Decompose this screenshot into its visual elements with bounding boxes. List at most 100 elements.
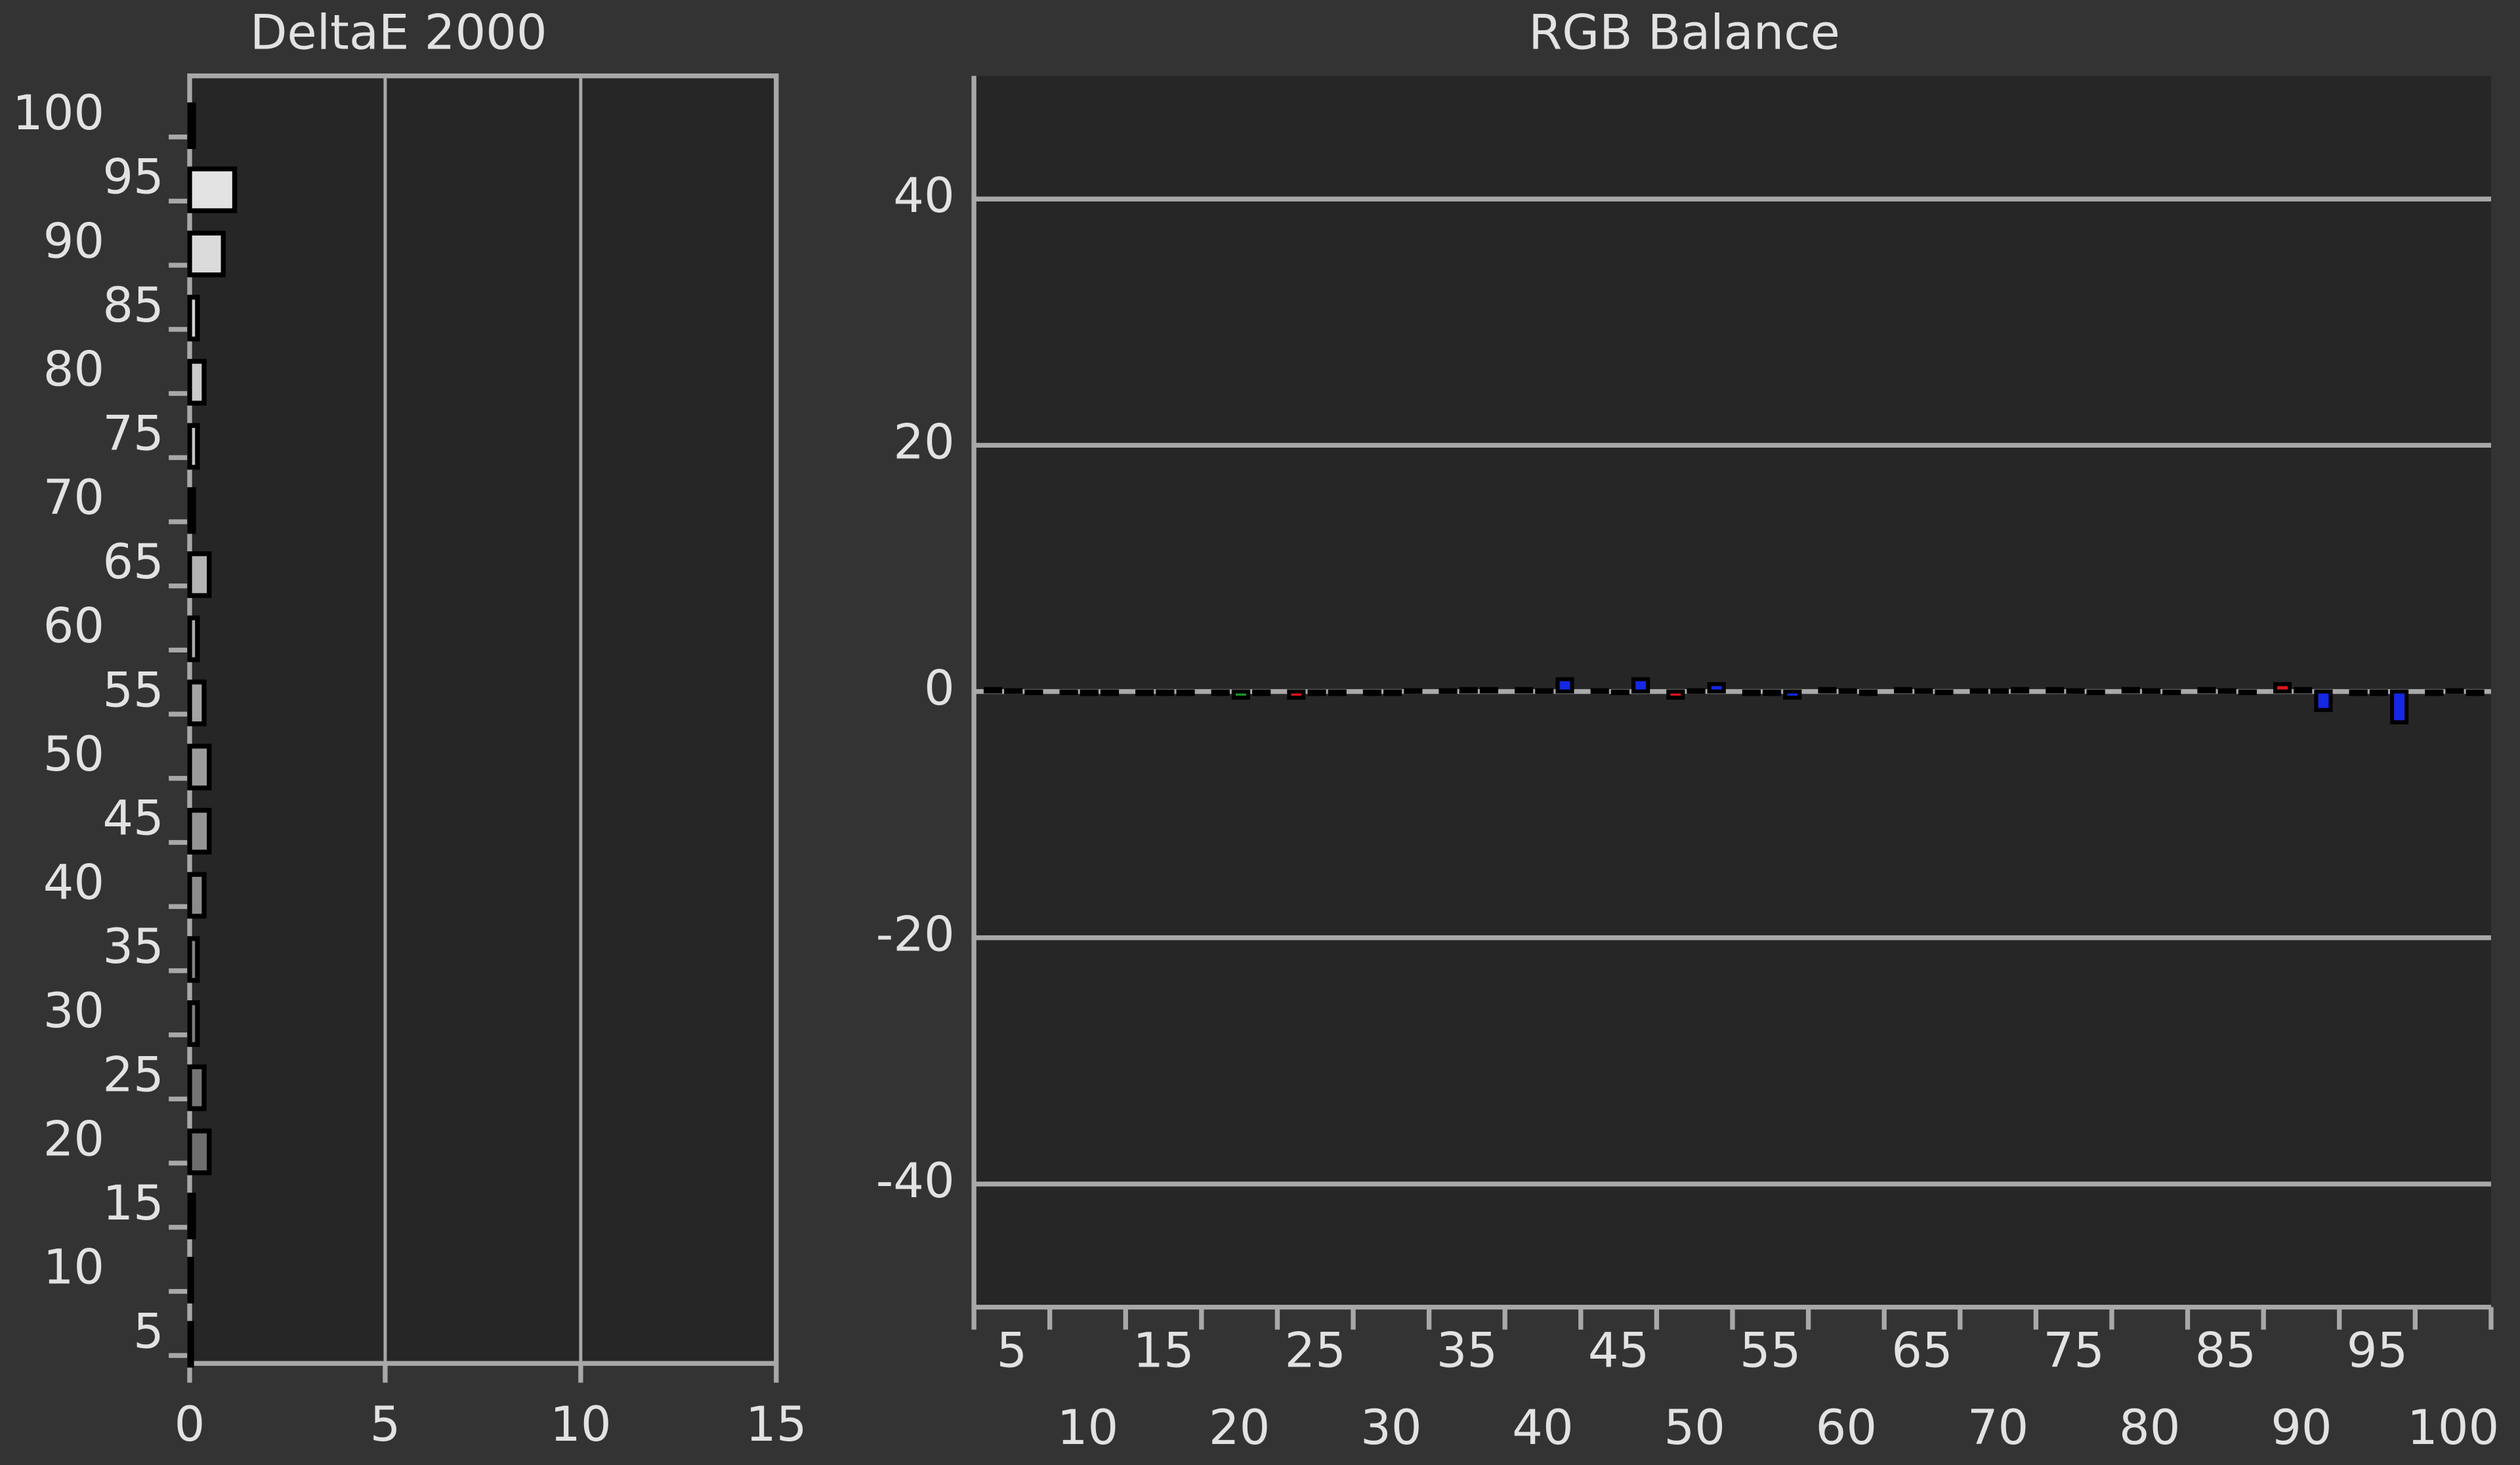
y-tick-label: 5 bbox=[133, 1304, 164, 1359]
y-tick-label: 20 bbox=[893, 414, 954, 470]
y-tick-label: 50 bbox=[43, 727, 104, 782]
y-tick-label: 70 bbox=[43, 470, 104, 526]
y-tick-label: 40 bbox=[43, 855, 104, 910]
bar bbox=[1707, 682, 1726, 694]
x-tick-label: 95 bbox=[2347, 1323, 2408, 1379]
bar bbox=[187, 615, 200, 662]
bar bbox=[2445, 688, 2464, 694]
bar bbox=[2466, 689, 2485, 696]
bar bbox=[187, 1000, 200, 1048]
x-tick-label: 5 bbox=[997, 1323, 1028, 1379]
y-tick-label: -20 bbox=[876, 907, 955, 963]
plot-area bbox=[187, 73, 779, 1366]
y-tick-label: 95 bbox=[102, 150, 163, 205]
y-tick-label: -40 bbox=[876, 1153, 955, 1209]
bar bbox=[187, 936, 200, 983]
y-tick-label: 55 bbox=[102, 662, 163, 718]
x-tick-label: 0 bbox=[175, 1397, 205, 1453]
y-tick-label: 25 bbox=[102, 1048, 163, 1103]
bar bbox=[2162, 689, 2181, 696]
bar bbox=[2273, 682, 2292, 694]
y-tick-label: 0 bbox=[924, 661, 955, 717]
bar bbox=[1893, 687, 1913, 694]
x-tick-label: 60 bbox=[1816, 1400, 1877, 1456]
bar bbox=[2011, 687, 2030, 694]
chart-title: DeltaE 2000 bbox=[250, 5, 547, 60]
x-tick-label: 40 bbox=[1512, 1400, 1573, 1456]
bar bbox=[2294, 687, 2313, 694]
bar bbox=[187, 1193, 196, 1240]
bar bbox=[1610, 689, 1630, 696]
bar bbox=[1914, 688, 1933, 694]
bar bbox=[187, 1321, 194, 1368]
bar bbox=[1156, 689, 1175, 696]
x-tick-label: 55 bbox=[1740, 1323, 1801, 1379]
y-tick-label: 85 bbox=[102, 278, 163, 333]
bar bbox=[187, 230, 226, 278]
y-tick-label: 60 bbox=[43, 599, 104, 654]
x-tick-label: 5 bbox=[370, 1397, 401, 1453]
bar bbox=[983, 687, 1003, 694]
bar bbox=[187, 295, 200, 342]
bar bbox=[2197, 687, 2216, 694]
bar bbox=[1935, 689, 1954, 696]
bar bbox=[1024, 689, 1043, 696]
bar bbox=[1459, 687, 1478, 694]
bar bbox=[2349, 689, 2368, 696]
bar bbox=[2238, 689, 2257, 696]
y-tick-label: 80 bbox=[43, 342, 104, 398]
y-tick-label: 100 bbox=[12, 85, 104, 141]
bar bbox=[1858, 689, 1878, 696]
x-tick-label: 25 bbox=[1285, 1323, 1346, 1379]
bar bbox=[187, 551, 212, 599]
bar bbox=[1404, 688, 1423, 694]
bar bbox=[1438, 688, 1458, 694]
x-tick-label: 30 bbox=[1360, 1400, 1421, 1456]
x-tick-label: 50 bbox=[1664, 1400, 1725, 1456]
y-tick-label: 40 bbox=[893, 168, 954, 224]
x-tick-label: 35 bbox=[1437, 1323, 1498, 1379]
bar bbox=[1231, 689, 1251, 700]
bar bbox=[1479, 687, 1499, 694]
bar bbox=[1590, 688, 1609, 694]
bar bbox=[1383, 689, 1402, 696]
bar bbox=[1742, 689, 1761, 696]
y-tick-label: 15 bbox=[102, 1176, 163, 1231]
bar bbox=[1100, 689, 1120, 696]
bar bbox=[1631, 677, 1650, 694]
bar bbox=[1783, 689, 1802, 700]
bar bbox=[2066, 688, 2085, 694]
bar bbox=[187, 1128, 212, 1176]
bar bbox=[1555, 677, 1574, 694]
y-tick-label: 65 bbox=[102, 534, 163, 590]
bar bbox=[187, 102, 196, 150]
bar bbox=[1252, 689, 1271, 696]
y-tick-label: 90 bbox=[43, 213, 104, 269]
x-tick-label: 100 bbox=[2407, 1400, 2499, 1456]
y-tick-label: 10 bbox=[43, 1240, 104, 1296]
bar bbox=[1969, 688, 1988, 694]
bar bbox=[2314, 689, 2333, 712]
y-tick-label: 45 bbox=[102, 791, 163, 847]
bar bbox=[2086, 689, 2105, 696]
x-tick-label: 75 bbox=[2043, 1323, 2104, 1379]
bar bbox=[1059, 689, 1078, 696]
bar bbox=[1687, 688, 1706, 694]
bar bbox=[187, 1256, 194, 1304]
x-tick-label: 90 bbox=[2271, 1400, 2332, 1456]
bar bbox=[1080, 689, 1099, 696]
bar bbox=[1211, 689, 1230, 696]
x-tick-label: 10 bbox=[550, 1397, 611, 1453]
x-tick-label: 65 bbox=[1891, 1323, 1952, 1379]
bar bbox=[2425, 689, 2444, 696]
bar bbox=[1307, 689, 1326, 696]
bar bbox=[187, 1064, 207, 1111]
y-tick-label: 20 bbox=[43, 1111, 104, 1167]
bar bbox=[1666, 689, 1685, 700]
bar bbox=[1004, 688, 1023, 694]
bar bbox=[187, 166, 238, 213]
x-tick-label: 10 bbox=[1057, 1400, 1118, 1456]
x-tick-label: 80 bbox=[2119, 1400, 2180, 1456]
bar bbox=[187, 807, 212, 855]
